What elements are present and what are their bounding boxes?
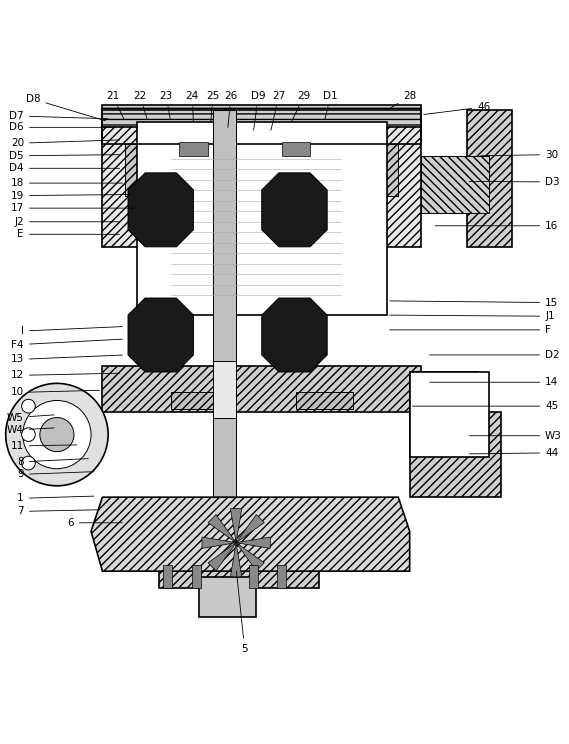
Text: 15: 15 [390, 298, 558, 307]
Text: D4: D4 [9, 163, 119, 173]
Text: 27: 27 [271, 92, 286, 130]
Text: 9: 9 [17, 469, 94, 479]
Text: 28: 28 [389, 92, 417, 109]
Polygon shape [208, 542, 236, 571]
Text: 18: 18 [11, 178, 122, 188]
Bar [410, 412, 501, 497]
Polygon shape [230, 509, 242, 542]
Text: D7: D7 [9, 111, 108, 121]
Bar [125, 144, 159, 196]
Polygon shape [262, 298, 327, 372]
Polygon shape [236, 537, 270, 548]
Text: D5: D5 [9, 151, 119, 161]
Text: 46: 46 [424, 102, 490, 115]
Bar [159, 559, 319, 589]
Text: 24: 24 [185, 92, 199, 122]
Bar [102, 366, 421, 412]
Bar [171, 392, 228, 409]
Bar [171, 133, 250, 161]
Bar [137, 121, 387, 315]
Bar [179, 141, 208, 155]
Polygon shape [236, 542, 264, 571]
Text: 21: 21 [106, 92, 124, 119]
Text: 25: 25 [206, 92, 220, 122]
Text: 1: 1 [17, 493, 94, 504]
Text: 19: 19 [11, 190, 131, 201]
Text: D3: D3 [469, 177, 560, 187]
Circle shape [22, 428, 35, 441]
Text: 45: 45 [413, 401, 558, 411]
Text: D2: D2 [430, 350, 560, 360]
Bar [213, 110, 236, 497]
Text: 23: 23 [159, 92, 173, 119]
Text: F: F [390, 325, 551, 335]
Polygon shape [208, 515, 236, 542]
Text: 8: 8 [17, 457, 88, 467]
Text: 26: 26 [224, 92, 238, 127]
Polygon shape [236, 515, 264, 542]
Text: F4: F4 [11, 339, 122, 350]
Circle shape [22, 456, 35, 470]
Text: J2: J2 [14, 217, 119, 227]
Circle shape [22, 400, 35, 413]
Text: D8: D8 [26, 94, 105, 121]
Bar [213, 361, 236, 417]
Text: 13: 13 [11, 354, 122, 365]
Text: W5: W5 [7, 412, 54, 423]
Text: 20: 20 [11, 138, 119, 148]
Text: 5: 5 [237, 571, 248, 654]
Text: 14: 14 [430, 377, 558, 387]
Text: D6: D6 [9, 122, 111, 132]
Bar [163, 565, 172, 589]
Bar [296, 392, 353, 409]
Polygon shape [128, 298, 193, 372]
Polygon shape [230, 542, 242, 577]
Text: D1: D1 [323, 92, 338, 119]
Text: E: E [18, 229, 119, 240]
Bar [102, 121, 421, 247]
Text: W4: W4 [7, 425, 54, 435]
Bar [171, 155, 341, 304]
Text: 6: 6 [67, 518, 122, 527]
Bar [284, 110, 353, 144]
Text: 7: 7 [17, 507, 100, 516]
Text: 44: 44 [469, 448, 558, 458]
Text: 22: 22 [133, 92, 147, 119]
Text: 11: 11 [11, 441, 77, 451]
Bar [249, 565, 258, 589]
Bar [159, 110, 228, 144]
Text: 16: 16 [435, 221, 558, 231]
Bar [277, 565, 286, 589]
Bar [467, 110, 512, 247]
Bar [273, 133, 353, 161]
Bar [102, 110, 421, 144]
Bar [192, 565, 201, 589]
Text: 12: 12 [11, 371, 119, 380]
Polygon shape [128, 173, 193, 247]
Bar [282, 141, 310, 155]
Text: 29: 29 [291, 92, 311, 122]
Bar [364, 144, 398, 196]
Circle shape [6, 383, 108, 486]
Text: 17: 17 [11, 203, 134, 213]
Bar [199, 577, 256, 617]
Text: 30: 30 [481, 150, 558, 160]
Text: 10: 10 [11, 388, 100, 397]
Bar [410, 372, 478, 417]
Text: W3: W3 [469, 431, 562, 440]
Bar [410, 372, 489, 458]
Text: I: I [21, 326, 122, 336]
Polygon shape [202, 537, 236, 548]
Polygon shape [91, 497, 410, 571]
Bar [421, 155, 489, 213]
Circle shape [40, 417, 74, 452]
Bar [102, 105, 421, 127]
Text: D9: D9 [251, 92, 266, 130]
Polygon shape [262, 173, 327, 247]
Text: J1: J1 [390, 311, 555, 321]
Circle shape [23, 400, 91, 469]
